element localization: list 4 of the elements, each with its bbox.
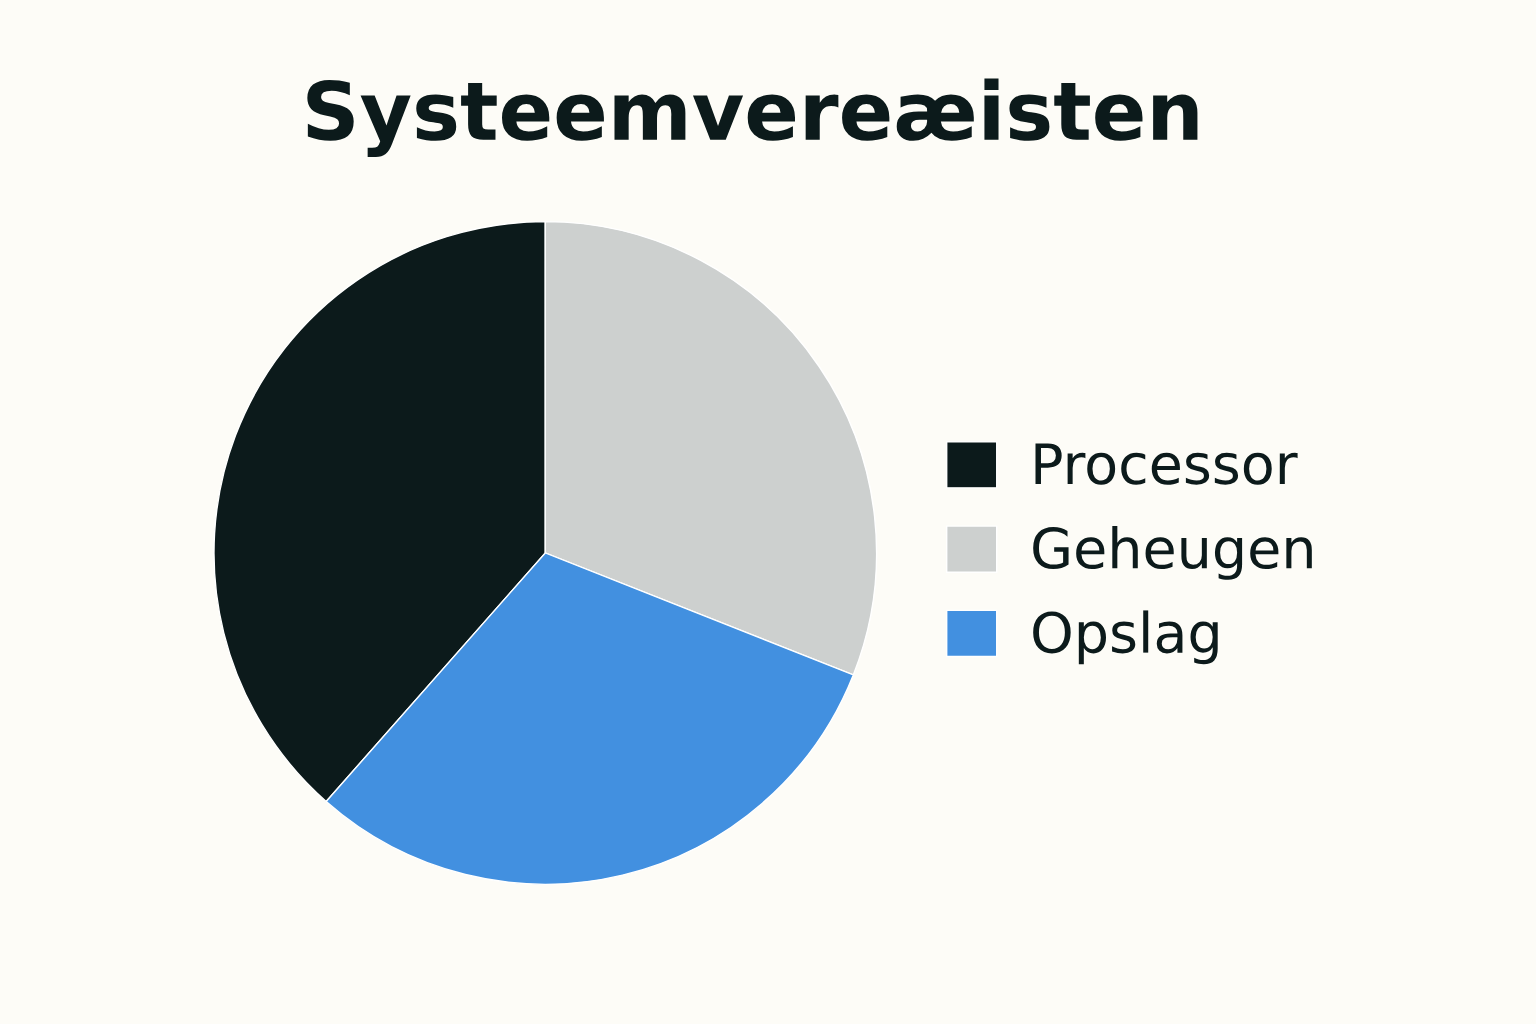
legend-label: Geheugen (1033, 526, 1312, 580)
legend-label: Opslag (1033, 610, 1218, 665)
legend-label: Processor (1035, 443, 1298, 485)
chart-title: Systeemvereæisten (307, 78, 1198, 158)
